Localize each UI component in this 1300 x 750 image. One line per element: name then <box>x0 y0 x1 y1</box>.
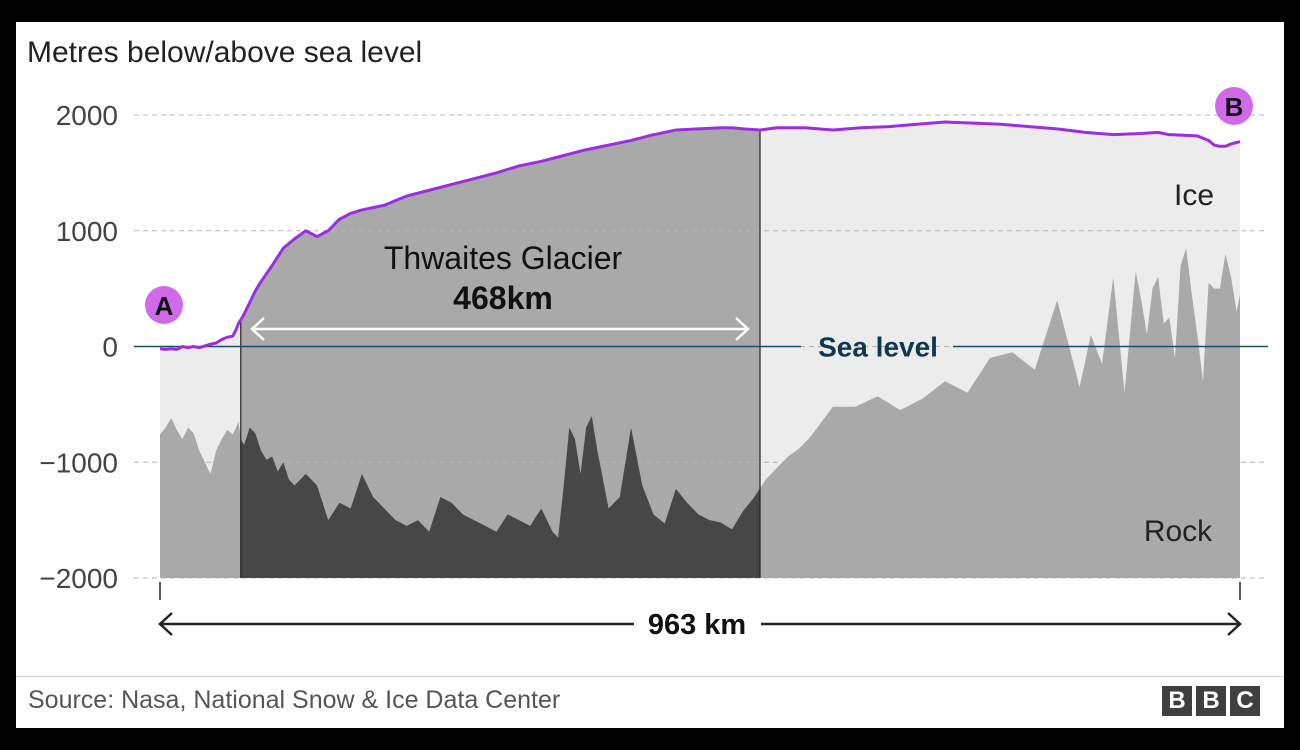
point-b-marker <box>1215 87 1253 125</box>
sea-level-label: Sea level <box>818 332 938 363</box>
distance-arrow-head-right <box>1227 612 1242 636</box>
distance-arrow-head-left <box>158 612 173 636</box>
footer-divider <box>16 676 1284 677</box>
y-tick-label: 2000 <box>56 100 118 131</box>
glacier-arrow-head-right <box>735 317 750 341</box>
source-note: Source: Nasa, National Snow & Ice Data C… <box>28 686 561 714</box>
total-distance-label: 963 km <box>648 609 746 641</box>
ice-surface-line <box>159 120 1241 351</box>
rock-area <box>160 248 1240 579</box>
y-tick-label: 1000 <box>56 216 118 247</box>
glacier-name-label: Thwaites Glacier <box>384 240 623 276</box>
rock-area-glacier <box>240 415 760 578</box>
glacier-length-label: 468km <box>453 280 553 316</box>
ice-sheet-profile-chart: 2000 1000 0 −1000 −2000 Sea level Thwaites Gla… <box>39 87 1268 641</box>
chart-frame: Metres below/above sea level 2000 1000 0 −1… <box>16 22 1284 728</box>
ice-label: Ice <box>1174 179 1214 212</box>
logo-letter: B <box>1162 686 1192 716</box>
logo-letter: C <box>1230 686 1260 716</box>
chart-title: Metres below/above sea level <box>27 36 423 69</box>
y-tick-label: 0 <box>102 332 118 363</box>
y-tick-label: −2000 <box>39 563 118 594</box>
point-b-label: B <box>1225 92 1244 122</box>
rock-label: Rock <box>1144 515 1213 548</box>
point-a-marker <box>145 286 183 324</box>
point-a-label: A <box>155 291 174 321</box>
logo-letter: B <box>1196 686 1226 716</box>
y-tick-label: −1000 <box>39 447 118 478</box>
bbc-logo: B B C <box>1162 686 1260 716</box>
glacier-arrow-head-left <box>250 317 265 341</box>
